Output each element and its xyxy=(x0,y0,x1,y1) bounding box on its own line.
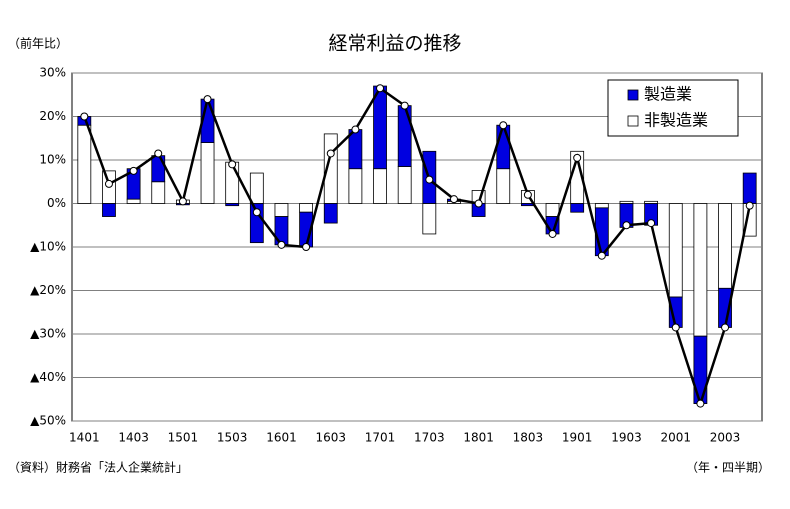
y-tick-label: 20% xyxy=(39,109,66,123)
y-tick-label: ▲50% xyxy=(30,414,66,428)
total-marker xyxy=(203,95,212,104)
bar-segment xyxy=(274,203,289,217)
bar-segment xyxy=(693,203,708,337)
x-tick-label: 2001 xyxy=(660,431,691,445)
y-tick-label: 30% xyxy=(39,66,66,80)
x-tick-label: 1503 xyxy=(217,431,248,445)
bar-segment xyxy=(570,203,585,213)
bar-segment xyxy=(594,203,609,209)
total-marker xyxy=(425,175,434,184)
total-line xyxy=(83,86,751,408)
total-marker xyxy=(449,195,458,204)
total-marker xyxy=(178,197,187,206)
bar-segment xyxy=(422,203,437,235)
bar-segment xyxy=(545,203,560,217)
total-marker xyxy=(523,190,532,199)
y-tick-label: 10% xyxy=(39,153,66,167)
bar-segment xyxy=(397,166,412,204)
x-tick-label: 2003 xyxy=(710,431,741,445)
bar-segment xyxy=(373,168,387,204)
total-marker xyxy=(721,323,730,332)
total-marker xyxy=(671,323,680,332)
total-marker xyxy=(252,208,261,217)
bar-segment xyxy=(200,142,215,204)
bar-segment xyxy=(373,85,387,170)
x-tick-label: 1603 xyxy=(315,431,346,445)
bar-segment xyxy=(496,124,511,170)
bar-segment xyxy=(151,181,166,204)
y-tick-label: ▲40% xyxy=(30,370,66,384)
y-tick-label: ▲30% xyxy=(30,327,66,341)
x-tick-label: 1803 xyxy=(513,431,544,445)
source: （資料）財務省「法人企業統計」 xyxy=(8,460,188,475)
total-marker xyxy=(154,149,163,158)
bar-segment xyxy=(323,203,338,224)
bar-segment xyxy=(299,203,314,213)
total-marker xyxy=(351,125,360,134)
total-marker xyxy=(573,153,582,162)
total-marker xyxy=(104,179,113,188)
bar-segment xyxy=(718,203,732,289)
total-marker xyxy=(622,221,631,230)
x-tick-label: 1403 xyxy=(118,431,149,445)
x-tick-label: 1601 xyxy=(266,431,297,445)
total-marker xyxy=(376,84,385,93)
y-tick-label: ▲20% xyxy=(30,283,66,297)
bar-segment xyxy=(225,203,240,207)
bar-segment xyxy=(151,155,166,183)
total-marker xyxy=(548,229,557,238)
x-tick-label: 1903 xyxy=(611,431,642,445)
x-axis-label: （年・四半期） xyxy=(686,461,770,475)
bar-segment xyxy=(102,203,116,217)
total-marker xyxy=(647,219,656,228)
total-marker xyxy=(474,199,483,208)
bar-segment xyxy=(742,172,757,204)
total-marker xyxy=(326,149,335,158)
legend-swatch xyxy=(627,115,639,127)
y-tick-label: ▲10% xyxy=(30,240,66,254)
total-marker xyxy=(277,240,286,249)
total-marker xyxy=(696,399,705,408)
x-tick-label: 1703 xyxy=(414,431,445,445)
bar-segment xyxy=(496,168,511,204)
bar-segment xyxy=(668,203,683,298)
x-tick-label: 1801 xyxy=(463,431,494,445)
bar-segment xyxy=(397,105,412,167)
bar-segment xyxy=(348,168,363,204)
total-marker xyxy=(302,243,311,251)
bar-segment xyxy=(249,172,264,204)
legend-label: 製造業 xyxy=(644,85,692,104)
x-tick-label: 1701 xyxy=(365,431,396,445)
total-marker xyxy=(400,101,409,110)
x-tick-label: 1901 xyxy=(562,431,593,445)
chart-title: 経常利益の推移 xyxy=(328,33,461,55)
total-marker xyxy=(745,201,754,210)
x-tick-label: 1501 xyxy=(168,431,199,445)
y-axis-label: （前年比） xyxy=(8,36,68,51)
y-tick-label: 0% xyxy=(47,196,66,210)
legend-swatch xyxy=(627,89,639,101)
total-marker xyxy=(129,166,138,175)
legend-label: 非製造業 xyxy=(644,111,708,130)
x-tick-label: 1401 xyxy=(69,431,100,445)
bar-segment xyxy=(77,124,92,204)
total-marker xyxy=(499,121,508,130)
legend-box xyxy=(607,79,739,137)
bar-segment xyxy=(126,198,141,204)
total-marker xyxy=(597,251,606,260)
bar-segment xyxy=(225,161,240,204)
total-marker xyxy=(228,160,237,169)
total-marker xyxy=(80,112,89,121)
